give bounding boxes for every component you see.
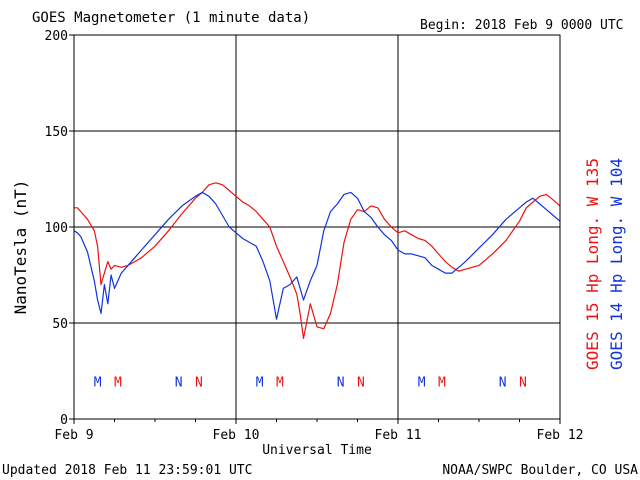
- y-tick-label: 100: [45, 221, 68, 236]
- y-tick-label: 150: [45, 125, 68, 140]
- y-tick-label: 50: [52, 317, 68, 332]
- marker-m: M: [438, 375, 446, 390]
- x-tick-label: Feb 12: [537, 428, 584, 443]
- marker-n: N: [175, 375, 183, 390]
- y-tick-label: 0: [60, 413, 68, 428]
- x-axis-label: Universal Time: [262, 443, 372, 458]
- marker-n: N: [337, 375, 345, 390]
- series-line-goes-15-hp: [74, 182, 561, 339]
- x-tick-label: Feb 11: [375, 428, 422, 443]
- marker-m: M: [418, 375, 426, 390]
- marker-m: M: [276, 375, 284, 390]
- updated-timestamp: Updated 2018 Feb 11 23:59:01 UTC: [2, 463, 252, 478]
- marker-n: N: [519, 375, 527, 390]
- legend-goes14: GOES 14 Hp Long. W 104: [607, 158, 626, 370]
- data-source-label: NOAA/SWPC Boulder, CO USA: [442, 463, 638, 478]
- x-axis-ticks: Feb 9 Feb 10 Feb 11 Feb 12: [54, 419, 583, 443]
- series-line-goes-14-hp: [73, 191, 561, 320]
- chart-title: GOES Magnetometer (1 minute data): [32, 10, 310, 26]
- marker-m: M: [114, 375, 122, 390]
- marker-n: N: [195, 375, 203, 390]
- marker-m: M: [94, 375, 102, 390]
- marker-n: N: [499, 375, 507, 390]
- legend-goes15: GOES 15 Hp Long. W 135: [583, 158, 602, 370]
- y-axis-label: NanoTesla (nT): [11, 180, 30, 315]
- marker-n: N: [357, 375, 365, 390]
- y-axis-ticks: 0 50 100 150 200: [45, 29, 74, 428]
- x-tick-label: Feb 10: [213, 428, 260, 443]
- marker-m: M: [256, 375, 264, 390]
- series-lines: [73, 182, 561, 339]
- begin-time-label: Begin: 2018 Feb 9 0000 UTC: [420, 18, 624, 33]
- y-tick-label: 200: [45, 29, 68, 44]
- grid-lines: [74, 35, 560, 419]
- x-tick-label: Feb 9: [54, 428, 93, 443]
